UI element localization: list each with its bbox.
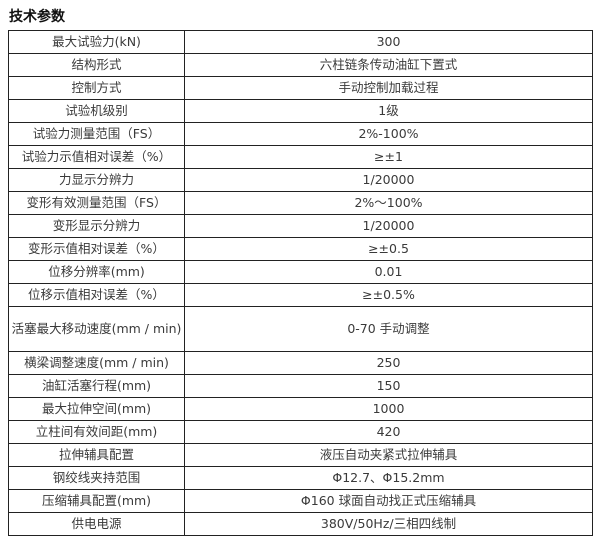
table-row: 力显示分辨力 1/20000 xyxy=(8,168,593,192)
param-value: 六柱链条传动油缸下置式 xyxy=(184,53,593,77)
param-value: 150 xyxy=(184,374,593,398)
param-label: 最大试验力(kN) xyxy=(8,30,185,54)
param-label: 位移示值相对误差（%） xyxy=(8,283,185,307)
param-value: 1/20000 xyxy=(184,214,593,238)
table-row: 位移示值相对误差（%） ≥±0.5% xyxy=(8,283,593,307)
table-row: 立柱间有效间距(mm) 420 xyxy=(8,420,593,444)
table-row: 钢绞线夹持范围 Φ12.7、Φ15.2mm xyxy=(8,466,593,490)
table-row: 拉伸辅具配置 液压自动夹紧式拉伸辅具 xyxy=(8,443,593,467)
table-row: 试验力测量范围（FS） 2%-100% xyxy=(8,122,593,146)
param-label: 压缩辅具配置(mm) xyxy=(8,489,185,513)
param-label: 控制方式 xyxy=(8,76,185,100)
table-row: 压缩辅具配置(mm) Φ160 球面自动找正式压缩辅具 xyxy=(8,489,593,513)
param-label: 试验力测量范围（FS） xyxy=(8,122,185,146)
section-title: 技术参数 xyxy=(9,9,65,25)
param-label: 变形有效测量范围（FS） xyxy=(8,191,185,215)
table-row: 试验力示值相对误差（%） ≥±1 xyxy=(8,145,593,169)
param-label: 最大拉伸空间(mm) xyxy=(8,397,185,421)
table-row: 变形有效测量范围（FS） 2%～100% xyxy=(8,191,593,215)
param-value: 1级 xyxy=(184,99,593,123)
param-label: 结构形式 xyxy=(8,53,185,77)
param-label: 变形显示分辨力 xyxy=(8,214,185,238)
param-value: Φ12.7、Φ15.2mm xyxy=(184,466,593,490)
param-label: 活塞最大移动速度(mm / min) xyxy=(8,306,185,352)
table-row: 供电电源 380V/50Hz/三相四线制 xyxy=(8,512,593,536)
param-value: 0-70 手动调整 xyxy=(184,306,593,352)
param-value: 1/20000 xyxy=(184,168,593,192)
param-value: 手动控制加载过程 xyxy=(184,76,593,100)
param-value: ≥±1 xyxy=(184,145,593,169)
table-row: 结构形式 六柱链条传动油缸下置式 xyxy=(8,53,593,77)
param-label: 油缸活塞行程(mm) xyxy=(8,374,185,398)
param-label: 钢绞线夹持范围 xyxy=(8,466,185,490)
param-value: 420 xyxy=(184,420,593,444)
param-value: 2%-100% xyxy=(184,122,593,146)
param-value: 380V/50Hz/三相四线制 xyxy=(184,512,593,536)
param-value: 250 xyxy=(184,351,593,375)
table-row: 控制方式 手动控制加载过程 xyxy=(8,76,593,100)
table-row: 横梁调整速度(mm / min) 250 xyxy=(8,351,593,375)
param-value: ≥±0.5% xyxy=(184,283,593,307)
param-value: 300 xyxy=(184,30,593,54)
table-row: 位移分辨率(mm) 0.01 xyxy=(8,260,593,284)
param-label: 变形示值相对误差（%） xyxy=(8,237,185,261)
param-value: 1000 xyxy=(184,397,593,421)
param-value: 0.01 xyxy=(184,260,593,284)
table-row: 变形示值相对误差（%） ≥±0.5 xyxy=(8,237,593,261)
table-row: 活塞最大移动速度(mm / min) 0-70 手动调整 xyxy=(8,306,593,352)
param-label: 位移分辨率(mm) xyxy=(8,260,185,284)
table-row: 油缸活塞行程(mm) 150 xyxy=(8,374,593,398)
table-row: 试验机级别 1级 xyxy=(8,99,593,123)
param-label: 试验机级别 xyxy=(8,99,185,123)
param-label: 横梁调整速度(mm / min) xyxy=(8,351,185,375)
table-row: 最大拉伸空间(mm) 1000 xyxy=(8,397,593,421)
param-value: ≥±0.5 xyxy=(184,237,593,261)
param-label: 供电电源 xyxy=(8,512,185,536)
param-value: 2%～100% xyxy=(184,191,593,215)
param-label: 试验力示值相对误差（%） xyxy=(8,145,185,169)
param-value: 液压自动夹紧式拉伸辅具 xyxy=(184,443,593,467)
table-row: 最大试验力(kN) 300 xyxy=(8,30,593,54)
table-row: 变形显示分辨力 1/20000 xyxy=(8,214,593,238)
param-label: 拉伸辅具配置 xyxy=(8,443,185,467)
param-label: 立柱间有效间距(mm) xyxy=(8,420,185,444)
param-label: 力显示分辨力 xyxy=(8,168,185,192)
param-value: Φ160 球面自动找正式压缩辅具 xyxy=(184,489,593,513)
spec-table: 最大试验力(kN) 300 结构形式 六柱链条传动油缸下置式 控制方式 手动控制加载过程试… xyxy=(8,30,593,536)
